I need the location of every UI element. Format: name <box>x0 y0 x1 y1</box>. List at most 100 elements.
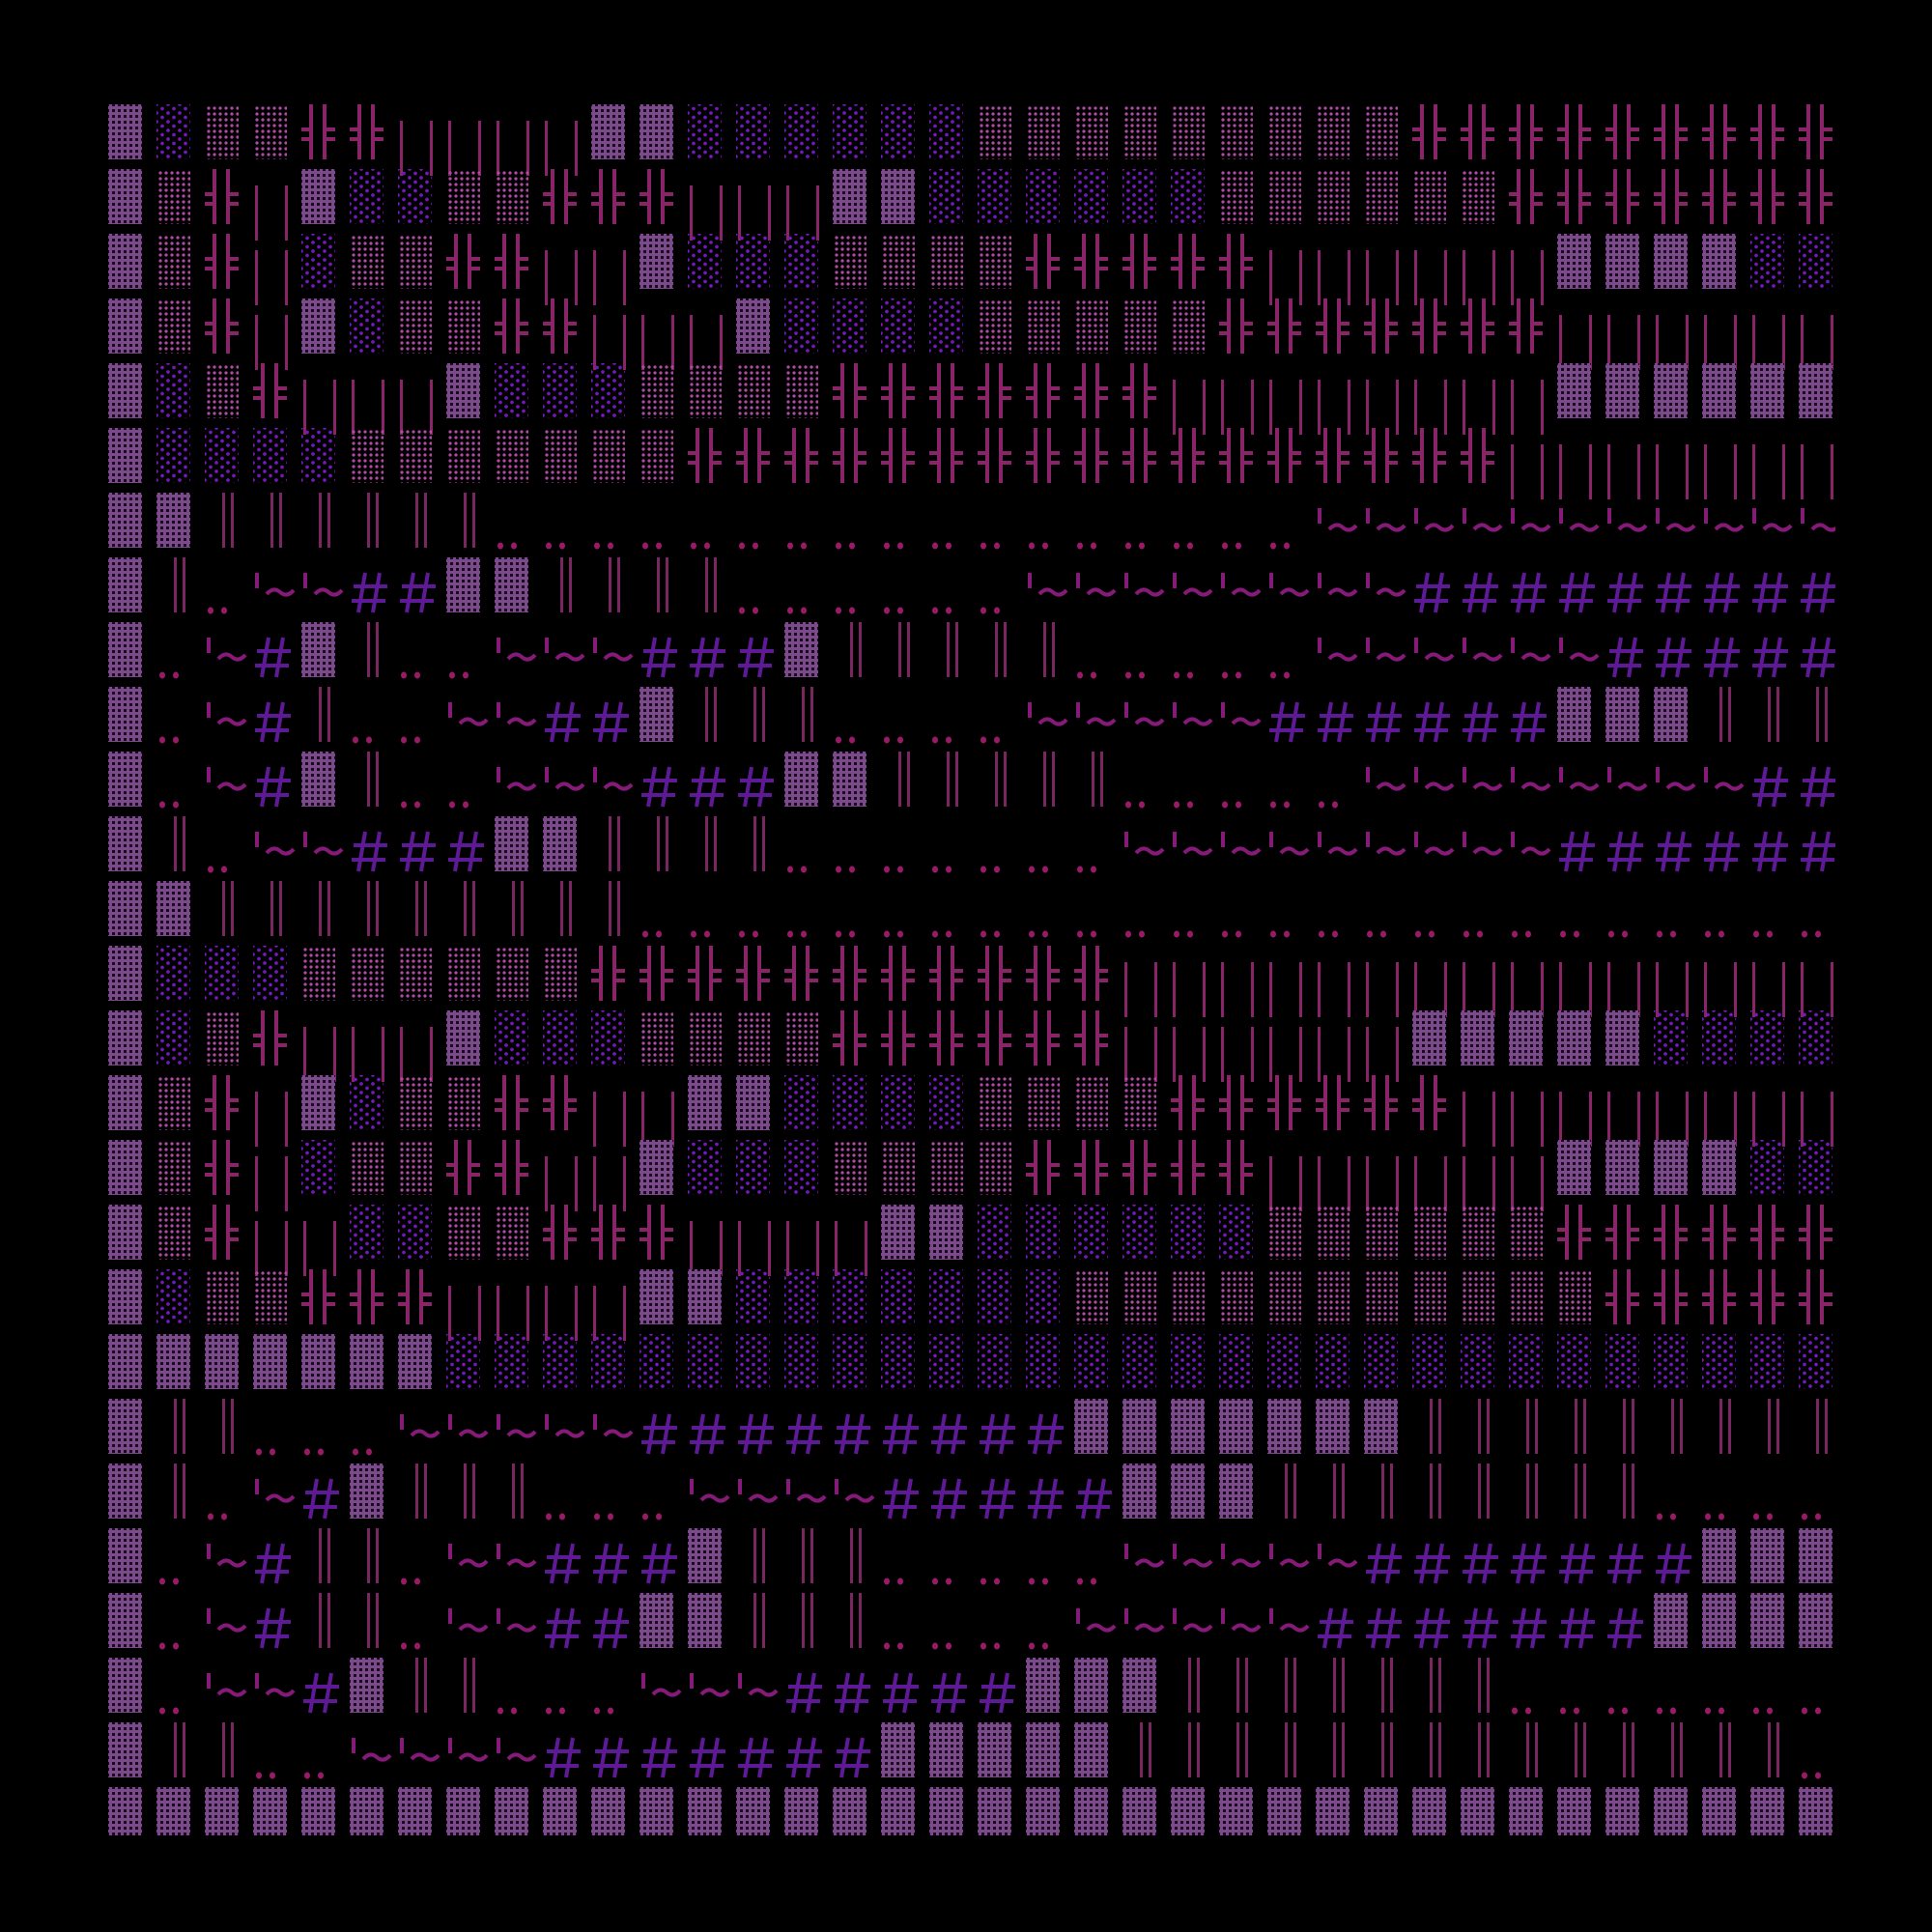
tilde-glyph <box>1364 622 1412 687</box>
tilde-glyph <box>1219 1593 1267 1658</box>
hash-glyph <box>1654 816 1702 881</box>
medium-shade-glyph <box>1364 169 1412 234</box>
tilde-glyph <box>1267 1593 1316 1658</box>
dots-glyph <box>1509 1658 1557 1722</box>
dots-glyph <box>736 493 784 557</box>
tilde-glyph <box>446 687 495 752</box>
double-bar-glyph <box>253 493 301 557</box>
dots-glyph <box>833 493 881 557</box>
dark-shade-glyph <box>350 1658 398 1722</box>
light-shade-glyph <box>495 1010 543 1075</box>
hash-glyph <box>929 1463 978 1528</box>
dots-glyph <box>1171 493 1219 557</box>
hash-glyph <box>688 1722 736 1787</box>
hash-glyph <box>253 622 301 687</box>
vertical-bar-glyph <box>1702 428 1750 499</box>
dark-shade-glyph <box>108 1463 156 1528</box>
hash-glyph <box>1316 1593 1364 1658</box>
dark-shade-glyph <box>1509 1010 1557 1075</box>
double-cross-glyph <box>1219 234 1267 298</box>
light-shade-glyph <box>929 104 978 169</box>
medium-shade-glyph <box>495 428 543 493</box>
vertical-bar-glyph <box>1605 1075 1654 1147</box>
vertical-bar-glyph <box>591 298 639 370</box>
tilde-glyph <box>1074 1593 1122 1658</box>
double-cross-glyph <box>495 234 543 298</box>
medium-shade-glyph <box>1461 1205 1509 1269</box>
dots-glyph <box>1219 622 1267 687</box>
dark-shade-glyph <box>688 1075 736 1140</box>
hash-glyph <box>1702 557 1750 622</box>
tilde-glyph <box>1122 687 1171 752</box>
dots-glyph <box>156 752 205 816</box>
vertical-bar-glyph <box>639 298 688 370</box>
light-shade-glyph <box>446 1334 495 1399</box>
light-shade-glyph <box>1654 1334 1702 1399</box>
light-shade-glyph <box>688 1334 736 1399</box>
double-cross-glyph <box>736 946 784 1010</box>
art-row <box>108 1463 1835 1528</box>
double-bar-glyph <box>1074 752 1122 816</box>
medium-shade-glyph <box>1364 104 1412 169</box>
double-bar-glyph <box>1171 1722 1219 1787</box>
vertical-bar-glyph <box>1364 234 1412 305</box>
hash-glyph <box>929 1399 978 1463</box>
double-bar-glyph <box>253 881 301 946</box>
light-shade-glyph <box>736 1140 784 1205</box>
dark-shade-glyph <box>108 687 156 752</box>
dots-glyph <box>591 493 639 557</box>
dots-glyph <box>1799 1463 1835 1528</box>
dots-glyph <box>1509 881 1557 946</box>
hash-glyph <box>1412 557 1461 622</box>
dots-glyph <box>1171 622 1219 687</box>
vertical-bar-glyph <box>688 169 736 241</box>
hash-glyph <box>1654 622 1702 687</box>
dots-glyph <box>1267 881 1316 946</box>
hash-glyph <box>688 1399 736 1463</box>
dark-shade-glyph <box>1799 363 1835 428</box>
dots-glyph <box>688 493 736 557</box>
dots-glyph <box>929 816 978 881</box>
vertical-bar-glyph <box>591 234 639 305</box>
dots-glyph <box>881 881 929 946</box>
double-bar-glyph <box>881 752 929 816</box>
dark-shade-glyph <box>350 1334 398 1399</box>
medium-shade-glyph <box>1267 169 1316 234</box>
hash-glyph <box>1605 1528 1654 1593</box>
double-bar-glyph <box>688 687 736 752</box>
medium-shade-glyph <box>156 169 205 234</box>
dark-shade-glyph <box>301 1334 350 1399</box>
double-cross-glyph <box>1605 169 1654 234</box>
hash-glyph <box>1654 1528 1702 1593</box>
dots-glyph <box>978 881 1026 946</box>
light-shade-glyph <box>784 1075 833 1140</box>
art-row <box>108 428 1835 499</box>
dots-glyph <box>1122 622 1171 687</box>
double-cross-glyph <box>929 363 978 428</box>
tilde-glyph <box>1316 816 1364 881</box>
double-cross-glyph <box>1364 1075 1412 1140</box>
dots-glyph <box>1316 752 1364 816</box>
hash-glyph <box>784 1399 833 1463</box>
light-shade-glyph <box>205 428 253 493</box>
dots-glyph <box>1654 1463 1702 1528</box>
dark-shade-glyph <box>156 493 205 557</box>
dots-glyph <box>1654 881 1702 946</box>
art-row <box>108 1075 1835 1147</box>
double-bar-glyph <box>1412 1658 1461 1722</box>
dots-glyph <box>205 816 253 881</box>
vertical-bar-glyph <box>253 1205 301 1276</box>
dots-glyph <box>929 1593 978 1658</box>
dots-glyph <box>1219 881 1267 946</box>
double-cross-glyph <box>978 428 1026 493</box>
tilde-glyph <box>543 752 591 816</box>
double-bar-glyph <box>1509 1722 1557 1787</box>
light-shade-glyph <box>1557 1334 1605 1399</box>
dark-shade-glyph <box>1557 363 1605 428</box>
vertical-bar-glyph <box>1122 1010 1171 1082</box>
dots-glyph <box>833 557 881 622</box>
light-shade-glyph <box>156 104 205 169</box>
double-bar-glyph <box>446 881 495 946</box>
dots-glyph <box>978 687 1026 752</box>
light-shade-glyph <box>1364 1334 1412 1399</box>
